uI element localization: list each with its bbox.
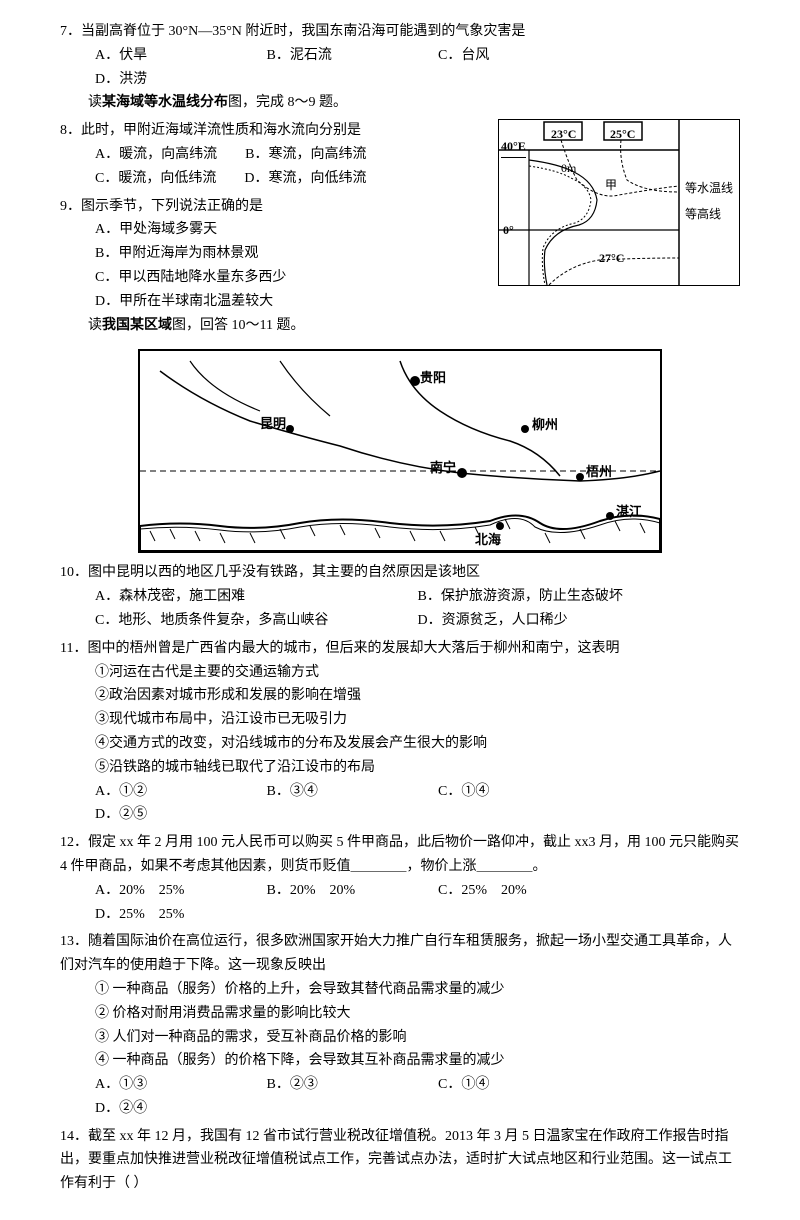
q11-options: A．①② B．③④ C．①④ D．②⑤ — [60, 780, 740, 828]
q12-opt-b: B．20% 20% — [267, 879, 407, 903]
q11-sub-1: ①河运在古代是主要的交通运输方式 — [95, 661, 740, 685]
q12-text: 12．假定 xx 年 2 月用 100 元人民币可以购买 5 件甲商品，此后物价… — [60, 831, 740, 879]
q12-opt-c: C．25% 20% — [438, 879, 578, 903]
label-contour: 等高线 — [685, 204, 721, 224]
q9-note-bold: 我国某区域 — [102, 318, 172, 333]
label-25c: 25°C — [610, 124, 635, 144]
question-7: 7．当副高脊位于 30°N—35°N 附近时，我国东南沿海可能遇到的气象灾害是 … — [60, 20, 740, 115]
city-kunming: 昆明 — [260, 413, 286, 435]
q11-num: 11． — [60, 641, 87, 656]
q7-options: A．伏旱 B．泥石流 C．台风 D．洪涝 — [60, 44, 740, 92]
q11-sub-4: ④交通方式的改变，对沿线城市的分布及发展会产生很大的影响 — [95, 732, 740, 756]
q7-note: 读某海域等水温线分布图，完成 8～9 题。 — [60, 91, 740, 115]
q11-opt-d: D．②⑤ — [95, 803, 235, 827]
q13-num: 13． — [60, 934, 88, 949]
q7-opt-c: C．台风 — [438, 44, 578, 68]
city-guiyang: 贵阳 — [420, 367, 446, 389]
city-zhanjiang: 湛江 — [616, 501, 642, 523]
q9-opt-d: D．甲所在半球南北温差较大 — [95, 290, 740, 314]
ocean-diagram: 23°C 25°C 40°E 0m 甲 等水温线 等高线 0° 27°C — [498, 119, 740, 286]
label-0deg: 0° — [503, 220, 514, 240]
q13-opt-a: A．①③ — [95, 1073, 235, 1097]
q11-sub-3: ③现代城市布局中，沿江设市已无吸引力 — [95, 708, 740, 732]
q10-text: 10．图中昆明以西的地区几乎没有铁路，其主要的自然原因是该地区 — [60, 561, 740, 585]
question-14: 14．截至 xx 年 12 月，我国有 12 省市试行营业税改征增值税。2013… — [60, 1125, 740, 1196]
q11-body: 图中的梧州曾是广西省内最大的城市，但后来的发展却大大落后于柳州和南宁，这表明 — [87, 641, 619, 656]
question-10: 10．图中昆明以西的地区几乎没有铁路，其主要的自然原因是该地区 A．森林茂密，施… — [60, 561, 740, 632]
q9-num: 9． — [60, 199, 81, 214]
q8-opt-d: D．寒流，向低纬流 — [244, 171, 366, 186]
q11-sub-2: ②政治因素对城市形成和发展的影响在增强 — [95, 684, 740, 708]
q10-opt-c: C．地形、地质条件复杂，多高山峡谷 — [95, 609, 418, 633]
q8-opt-b: B．寒流，向高纬流 — [245, 147, 366, 162]
q9-note: 读我国某区域图，回答 10～11 题。 — [60, 314, 740, 338]
q11-opt-c: C．①④ — [438, 780, 578, 804]
q11-sub-5: ⑤沿铁路的城市轴线已取代了沿江设市的布局 — [95, 756, 740, 780]
q10-options: A．森林茂密，施工困难 B．保护旅游资源，防止生态破坏 C．地形、地质条件复杂，… — [60, 585, 740, 633]
q10-num: 10． — [60, 565, 88, 580]
q13-options: A．①③ B．②③ C．①④ D．②④ — [60, 1073, 740, 1121]
q10-opt-b: B．保护旅游资源，防止生态破坏 — [418, 585, 741, 609]
city-beihai: 北海 — [475, 529, 501, 551]
q13-sub-3: ③ 人们对一种商品的需求，受互补商品价格的影响 — [95, 1026, 740, 1050]
label-isotherm: 等水温线 — [685, 178, 733, 198]
q7-text: 7．当副高脊位于 30°N—35°N 附近时，我国东南沿海可能遇到的气象灾害是 — [60, 20, 740, 44]
q7-opt-a: A．伏旱 — [95, 44, 235, 68]
label-jia: 甲 — [605, 175, 617, 195]
q8-num: 8． — [60, 123, 81, 138]
q7-note-bold: 某海域等水温线分布 — [102, 95, 228, 110]
q8-opt-a: A．暖流，向高纬流 — [95, 147, 217, 162]
q10-opt-a: A．森林茂密，施工困难 — [95, 585, 418, 609]
q14-text: 14．截至 xx 年 12 月，我国有 12 省市试行营业税改征增值税。2013… — [60, 1125, 740, 1196]
question-13: 13．随着国际油价在高位运行，很多欧洲国家开始大力推广自行车租赁服务，掀起一场小… — [60, 930, 740, 1120]
q13-sub-4: ④ 一种商品（服务）的价格下降，会导致其互补商品需求量的减少 — [95, 1049, 740, 1073]
q13-sub-1: ① 一种商品（服务）价格的上升，会导致其替代商品需求量的减少 — [95, 978, 740, 1002]
question-12: 12．假定 xx 年 2 月用 100 元人民币可以购买 5 件甲商品，此后物价… — [60, 831, 740, 926]
q13-sub-2: ② 价格对耐用消费品需求量的影响比较大 — [95, 1002, 740, 1026]
q12-opt-d: D．25% 25% — [95, 903, 235, 927]
q11-opt-b: B．③④ — [267, 780, 407, 804]
q13-text: 13．随着国际油价在高位运行，很多欧洲国家开始大力推广自行车租赁服务，掀起一场小… — [60, 930, 740, 978]
q7-body: 当副高脊位于 30°N—35°N 附近时，我国东南沿海可能遇到的气象灾害是 — [81, 24, 525, 39]
q12-options: A．20% 25% B．20% 20% C．25% 20% D．25% 25% — [60, 879, 740, 927]
q12-body: 假定 xx 年 2 月用 100 元人民币可以购买 5 件甲商品，此后物价一路仰… — [60, 835, 739, 874]
label-27c: 27°C — [599, 248, 624, 268]
q11-text: 11．图中的梧州曾是广西省内最大的城市，但后来的发展却大大落后于柳州和南宁，这表… — [60, 637, 740, 661]
q13-opt-d: D．②④ — [95, 1097, 235, 1121]
city-nanning: 南宁 — [430, 457, 456, 479]
q12-opt-a: A．20% 25% — [95, 879, 235, 903]
q10-opt-d: D．资源贫乏，人口稀少 — [418, 609, 741, 633]
q7-num: 7． — [60, 24, 81, 39]
q7-opt-b: B．泥石流 — [267, 44, 407, 68]
q13-body: 随着国际油价在高位运行，很多欧洲国家开始大力推广自行车租赁服务，掀起一场小型交通… — [60, 934, 732, 973]
q11-subs: ①河运在古代是主要的交通运输方式 ②政治因素对城市形成和发展的影响在增强 ③现代… — [60, 661, 740, 780]
q8-opt-c: C．暖流，向低纬流 — [95, 171, 216, 186]
region-map-svg — [140, 351, 660, 551]
q13-subs: ① 一种商品（服务）价格的上升，会导致其替代商品需求量的减少 ② 价格对耐用消费… — [60, 978, 740, 1073]
region-map: 贵阳 昆明 柳州 南宁 梧州 北海 湛江 — [138, 349, 662, 553]
q13-opt-c: C．①④ — [438, 1073, 578, 1097]
q13-opt-b: B．②③ — [267, 1073, 407, 1097]
label-23c: 23°C — [551, 124, 576, 144]
q8-body: 此时，甲附近海域洋流性质和海水流向分别是 — [81, 123, 361, 138]
q11-opt-a: A．①② — [95, 780, 235, 804]
label-40e: 40°E — [501, 136, 526, 157]
q7-opt-d: D．洪涝 — [95, 68, 235, 92]
label-0m: 0m — [561, 158, 576, 178]
q10-body: 图中昆明以西的地区几乎没有铁路，其主要的自然原因是该地区 — [88, 565, 480, 580]
q14-num: 14． — [60, 1129, 88, 1144]
city-liuzhou: 柳州 — [532, 414, 558, 436]
city-wuzhou: 梧州 — [586, 461, 612, 483]
q12-num: 12． — [60, 835, 88, 850]
q14-body: 截至 xx 年 12 月，我国有 12 省市试行营业税改征增值税。2013 年 … — [60, 1129, 732, 1192]
q9-body: 图示季节，下列说法正确的是 — [81, 199, 263, 214]
question-11: 11．图中的梧州曾是广西省内最大的城市，但后来的发展却大大落后于柳州和南宁，这表… — [60, 637, 740, 827]
